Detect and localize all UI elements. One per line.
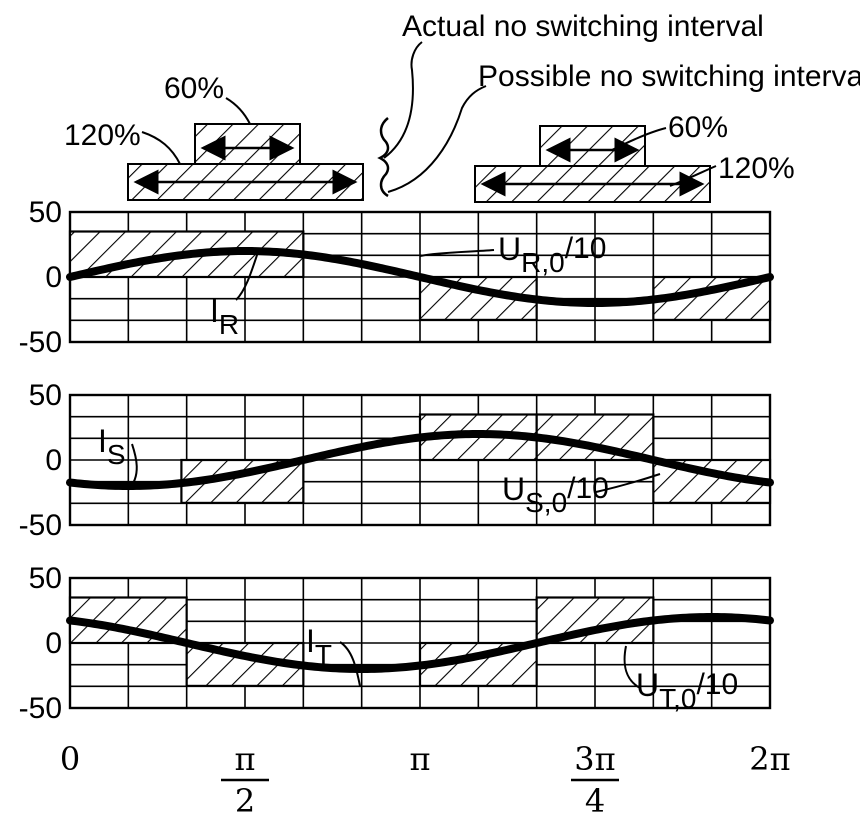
x-tick-label: 2π xyxy=(749,740,790,778)
actual-leader xyxy=(383,41,423,159)
current-label-leader xyxy=(339,641,361,687)
right-short-leader xyxy=(611,127,667,151)
voltage-label: US,0/10 xyxy=(502,471,609,518)
current-curve-T xyxy=(66,612,774,674)
current-curve-R xyxy=(66,246,774,308)
voltage-label-main: U xyxy=(502,471,525,507)
possible-no-switching-label: Possible no switching interval xyxy=(478,60,860,93)
panels: 500-50IRUR,0/10500-50ISUS,0/10500-50ITUT… xyxy=(19,196,774,725)
possible-leader xyxy=(387,85,487,193)
y-tick-label: -50 xyxy=(19,509,62,542)
current-label-leader xyxy=(235,251,259,301)
current-label-main: I xyxy=(210,293,219,329)
voltage-label-leader xyxy=(623,645,641,689)
y-tick-label: 0 xyxy=(45,627,62,660)
voltage-label-main: U xyxy=(498,231,521,267)
header-annotations: Actual no switching interval Possible no… xyxy=(64,10,860,203)
curly-brace xyxy=(377,117,390,198)
current-label-main: I xyxy=(306,623,315,659)
current-label-sub: S xyxy=(107,439,126,470)
right-long-leader xyxy=(669,165,717,187)
x-tick-label: 0 xyxy=(60,740,80,778)
voltage-label-sub: S,0 xyxy=(525,487,567,518)
left-short-label: 60% xyxy=(164,72,224,105)
y-tick-label: -50 xyxy=(19,692,62,725)
y-tick-label: 0 xyxy=(45,261,62,294)
right-long-label: 120% xyxy=(718,152,795,185)
x-tick-denominator: 4 xyxy=(585,782,605,818)
voltage-label-suffix: /10 xyxy=(696,668,738,701)
right-short-label: 60% xyxy=(668,111,728,144)
current-label-main: I xyxy=(98,423,107,459)
x-tick-numerator: 3π xyxy=(574,740,615,778)
x-tick-numerator: π xyxy=(234,740,255,778)
voltage-label-suffix: /10 xyxy=(565,232,607,265)
left-short-bar xyxy=(194,123,301,165)
panel-S: 50 0 -50 IS US,0/10 xyxy=(19,379,774,542)
voltage-label: UT,0/10 xyxy=(636,667,738,714)
left-long-label: 120% xyxy=(64,119,141,152)
current-curve-S xyxy=(66,429,774,491)
voltage-label: UR,0/10 xyxy=(498,231,606,278)
panel-R: 50 0 -50 IR UR,0/10 xyxy=(19,196,774,359)
y-tick-label: 50 xyxy=(29,379,62,412)
voltage-label-sub: R,0 xyxy=(521,247,565,278)
current-label-leader xyxy=(127,443,138,491)
panel-T: 50 0 -50 IT UT,0/10 xyxy=(19,562,774,725)
current-label-sub: R xyxy=(219,309,239,340)
y-tick-label: 50 xyxy=(29,196,62,229)
actual-no-switching-label: Actual no switching interval xyxy=(402,10,764,43)
left-short-leader xyxy=(225,97,251,125)
current-label: IR xyxy=(210,293,239,340)
y-tick-label: 50 xyxy=(29,562,62,595)
current-label: IT xyxy=(306,623,332,670)
x-tick-denominator: 2 xyxy=(235,782,255,818)
voltage-label-leader xyxy=(595,473,661,493)
current-label-sub: T xyxy=(315,639,332,670)
left-long-leader xyxy=(141,131,181,165)
voltage-label-leader xyxy=(419,249,495,257)
right-short-bar xyxy=(539,125,646,167)
x-tick-label: π xyxy=(409,740,430,778)
voltage-label-suffix: /10 xyxy=(567,472,609,505)
y-tick-label: -50 xyxy=(19,326,62,359)
y-tick-label: 0 xyxy=(45,444,62,477)
current-label: IS xyxy=(98,423,126,470)
voltage-label-sub: T,0 xyxy=(659,683,696,714)
voltage-label-main: U xyxy=(636,667,659,703)
